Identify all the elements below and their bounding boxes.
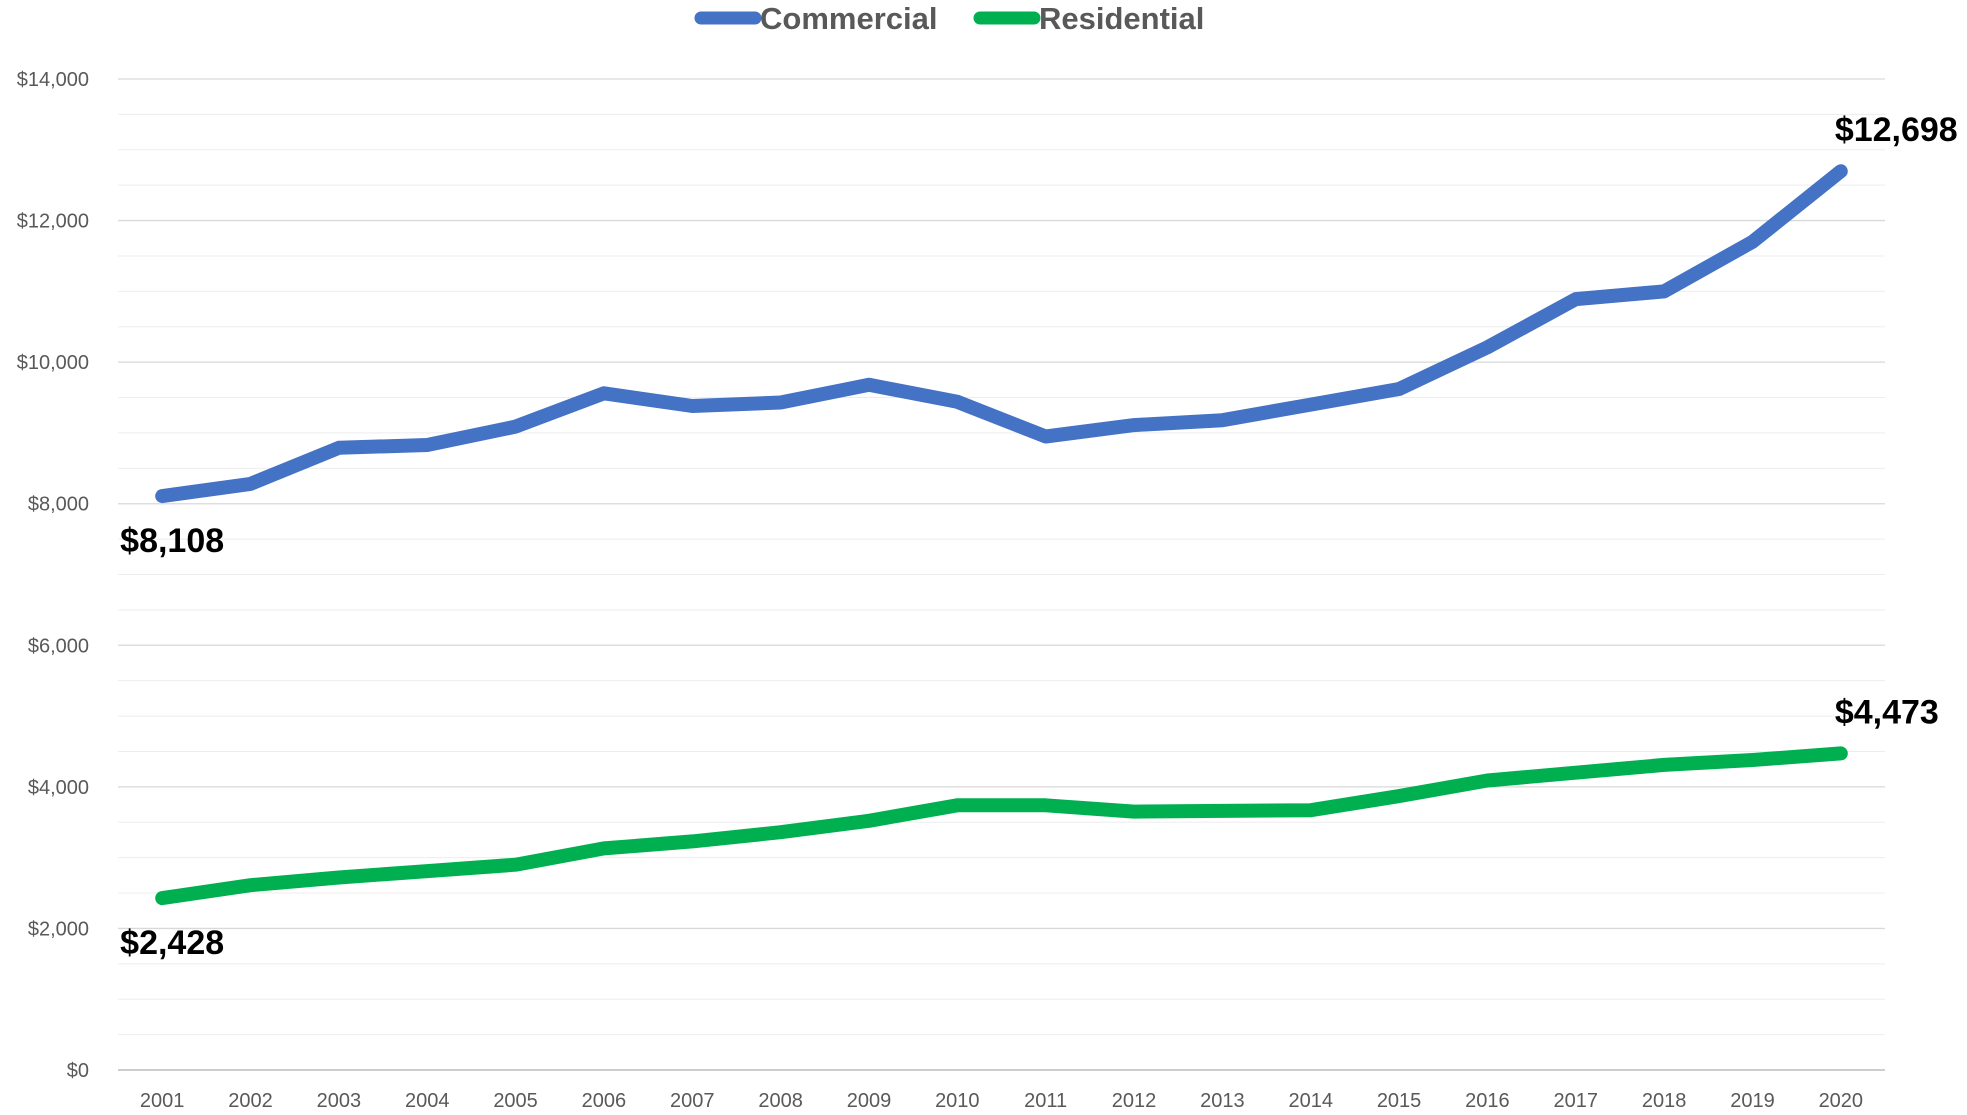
- data-point: [1133, 811, 1135, 813]
- data-label-residential-first: $2,428: [120, 924, 224, 962]
- legend: Commercial Residential: [694, 1, 1204, 36]
- y-tick-label: $4,000: [28, 777, 89, 799]
- data-point: [1045, 804, 1047, 806]
- data-point: [1310, 809, 1312, 811]
- data-point: [1398, 388, 1400, 390]
- x-tick-label: 2008: [758, 1090, 803, 1112]
- data-point: [1486, 779, 1488, 781]
- data-point: [250, 884, 252, 886]
- data-point: [1221, 419, 1223, 421]
- data-point: [1045, 435, 1047, 437]
- data-label-commercial-first: $8,108: [120, 522, 224, 560]
- x-tick-label: 2007: [670, 1090, 715, 1112]
- series-line-commercial: [155, 164, 1848, 504]
- data-point: [1398, 795, 1400, 797]
- data-point: [426, 444, 428, 446]
- x-tick-label: 2003: [317, 1090, 362, 1112]
- x-tick-label: 2002: [228, 1090, 273, 1112]
- data-point: [515, 864, 517, 866]
- data-point: [1751, 759, 1753, 761]
- data-point: [1840, 752, 1842, 754]
- x-tick-label: 2012: [1112, 1090, 1157, 1112]
- x-tick-label: 2001: [140, 1090, 185, 1112]
- axes: $0 $2,000 $4,000 $6,000 $8,000 $10,000 $12,000…: [17, 69, 1885, 1112]
- x-tick-label: 2009: [847, 1090, 892, 1112]
- data-point: [780, 401, 782, 403]
- legend-label-residential: Residential: [1039, 1, 1204, 36]
- data-point: [515, 426, 517, 428]
- x-tick-label: 2010: [935, 1090, 980, 1112]
- data-point: [1133, 424, 1135, 426]
- y-tick-label: $12,000: [17, 211, 89, 233]
- x-tick-label: 2005: [493, 1090, 538, 1112]
- x-tick-label: 2013: [1200, 1090, 1245, 1112]
- data-point: [1575, 772, 1577, 774]
- data-label-commercial-last: $12,698: [1835, 111, 1958, 149]
- x-tick-label: 2011: [1024, 1090, 1067, 1112]
- data-point: [1310, 404, 1312, 406]
- x-tick-label: 2018: [1642, 1090, 1687, 1112]
- data-point: [1575, 298, 1577, 300]
- data-point: [250, 483, 252, 485]
- data-point: [691, 405, 693, 407]
- x-tick-label: 2006: [582, 1090, 627, 1112]
- data-point: [338, 447, 340, 449]
- data-point: [1663, 764, 1665, 766]
- data-point: [161, 495, 163, 497]
- data-point: [426, 870, 428, 872]
- y-tick-label: $0: [67, 1060, 89, 1082]
- x-tick-label: 2020: [1819, 1090, 1864, 1112]
- y-tick-label: $10,000: [17, 352, 89, 374]
- data-point: [1663, 290, 1665, 292]
- data-point: [691, 840, 693, 842]
- data-point: [603, 392, 605, 394]
- data-point: [868, 384, 870, 386]
- data-label-residential-last: $4,473: [1835, 693, 1939, 731]
- y-tick-label: $6,000: [28, 635, 89, 657]
- data-point: [1751, 241, 1753, 243]
- x-tick-label: 2016: [1465, 1090, 1510, 1112]
- legend-label-commercial: Commercial: [760, 1, 937, 36]
- data-point: [338, 876, 340, 878]
- x-tick-label: 2015: [1377, 1090, 1422, 1112]
- data-point: [1840, 170, 1842, 172]
- data-point: [956, 401, 958, 403]
- x-tick-label: 2017: [1554, 1090, 1599, 1112]
- series-lines: [155, 164, 1848, 906]
- data-point: [603, 847, 605, 849]
- data-labels: $8,108 $12,698 $2,428 $4,473: [120, 111, 1958, 962]
- data-point: [780, 831, 782, 833]
- x-tick-label: 2004: [405, 1090, 450, 1112]
- data-point: [1221, 810, 1223, 812]
- x-tick-label: 2014: [1288, 1090, 1333, 1112]
- data-point: [868, 820, 870, 822]
- gridlines: [118, 78, 1885, 1071]
- data-point: [1486, 346, 1488, 348]
- y-tick-label: $14,000: [17, 69, 89, 91]
- series-line-residential: [155, 746, 1848, 906]
- y-tick-label: $2,000: [28, 918, 89, 940]
- y-tick-label: $8,000: [28, 494, 89, 516]
- x-tick-label: 2019: [1730, 1090, 1775, 1112]
- data-point: [956, 804, 958, 806]
- data-point: [161, 897, 163, 899]
